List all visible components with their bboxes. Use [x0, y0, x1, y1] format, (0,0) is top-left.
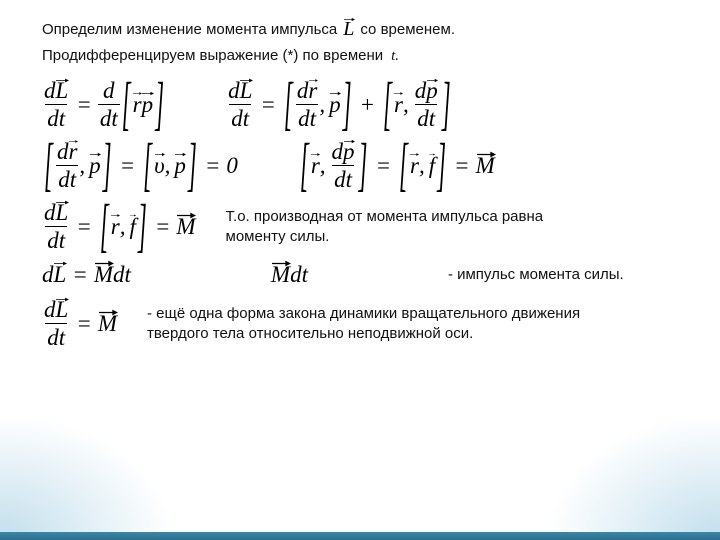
intro-text-before: Определим изменение момента импульса [42, 21, 337, 38]
accent-bar [0, 532, 720, 540]
eq2a: [ drdt ,p ] = [υ,p] = 0 [42, 140, 238, 191]
eq4a: dL = Mdt [42, 262, 131, 288]
eq2b: [ r, dpdt ] = [r,f] = M [298, 140, 495, 191]
intro-line-2: Продифференцируем выражение (*) по време… [42, 47, 678, 65]
caption-3: Т.о. производная от момента импульса рав… [226, 207, 606, 246]
eq1a: dLdt = ddt [rp] [42, 79, 166, 130]
caption-5: - ещё одна форма закона динамики вращате… [147, 304, 587, 343]
formula-row-5: dLdt = M - ещё одна форма закона динамик… [42, 298, 678, 349]
formula-row-2: [ drdt ,p ] = [υ,p] = 0 [ r, dpdt ] = [r… [42, 140, 678, 191]
caption-4: - импульс момента силы. [448, 265, 624, 285]
intro-var-t: t. [391, 48, 399, 64]
slide: Определим изменение момента импульса L с… [0, 0, 720, 540]
formula-row-3: dLdt = [r,f] = M Т.о. производная от мом… [42, 201, 678, 252]
eq3: dLdt = [r,f] = M [42, 201, 196, 252]
intro-line-2-text: Продифференцируем выражение (*) по време… [42, 47, 383, 64]
intro-line-1: Определим изменение момента импульса L с… [42, 18, 678, 41]
eq1b: dLdt = [ drdt ,p ] + [ r, dpdt ] [226, 79, 453, 130]
intro-text-after: со временем. [360, 21, 455, 38]
formula-row-1: dLdt = ddt [rp] dLdt = [ drdt ,p ] + [ r… [42, 79, 678, 130]
intro-vec-L: L [343, 18, 354, 41]
eq5: dLdt = M [42, 298, 117, 349]
eq4b: Mdt [271, 262, 308, 288]
formula-row-4: dL = Mdt Mdt - импульс момента силы. [42, 262, 678, 288]
